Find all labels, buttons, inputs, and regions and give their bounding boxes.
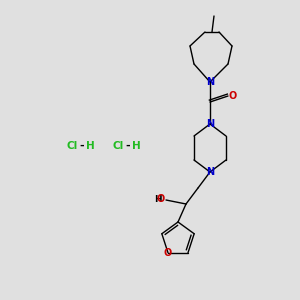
- Text: N: N: [206, 119, 214, 129]
- Text: O: O: [229, 91, 237, 101]
- Text: O: O: [164, 248, 172, 258]
- Text: H: H: [154, 194, 162, 203]
- Text: Cl: Cl: [66, 141, 78, 151]
- Text: -: -: [126, 141, 130, 151]
- Text: O: O: [157, 194, 165, 204]
- Text: N: N: [206, 167, 214, 177]
- Text: N: N: [206, 77, 214, 87]
- Text: Cl: Cl: [112, 141, 124, 151]
- Text: H: H: [132, 141, 140, 151]
- Text: -: -: [80, 141, 84, 151]
- Text: H: H: [85, 141, 94, 151]
